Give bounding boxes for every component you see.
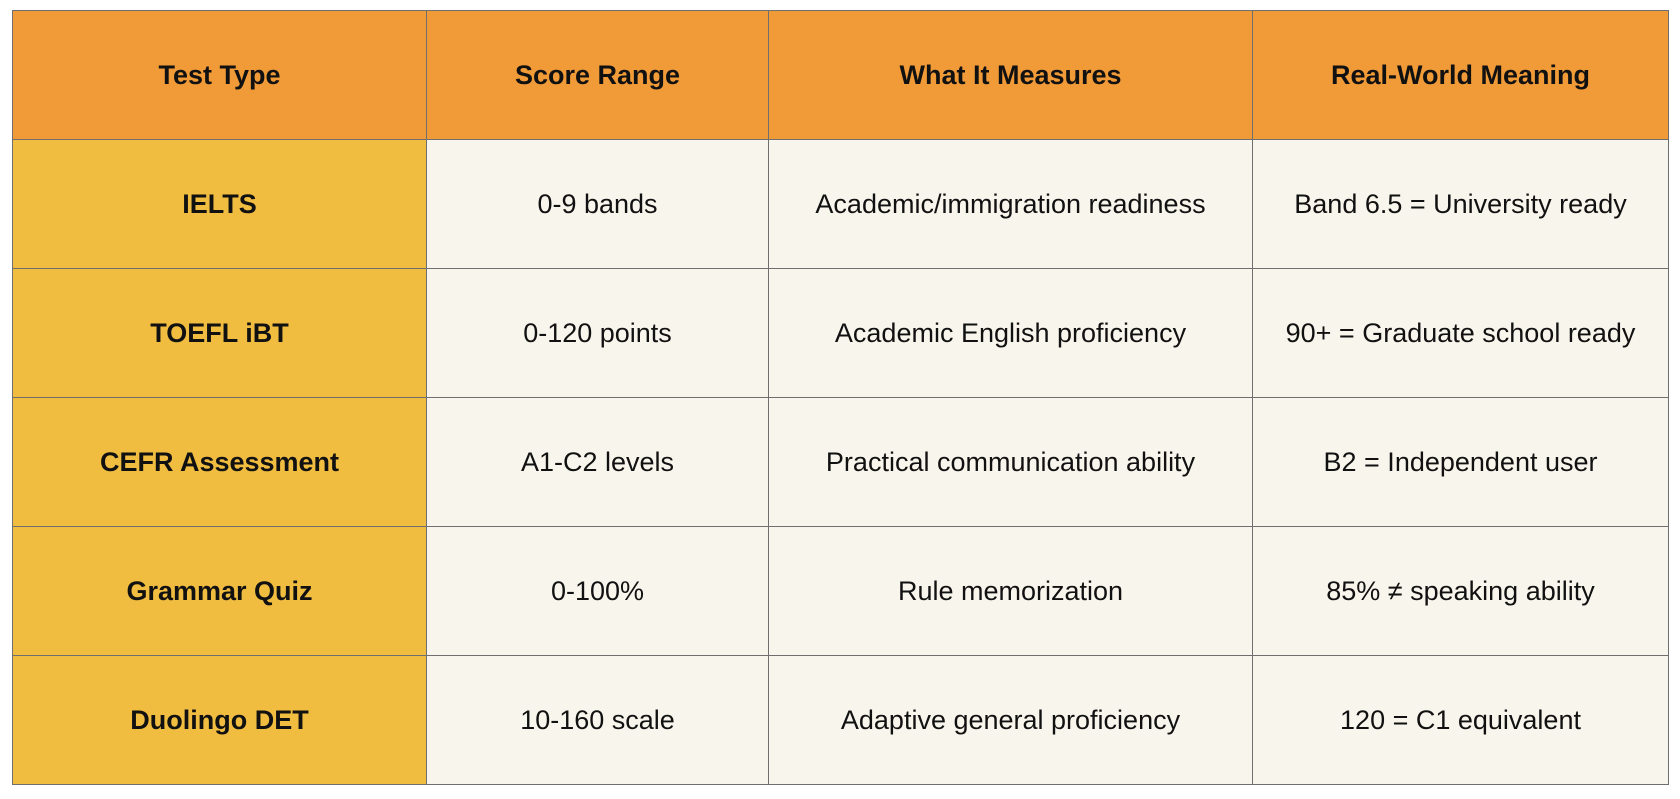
measures-cell: Rule memorization [768, 526, 1253, 656]
header-real-world-meaning: Real-World Meaning [1252, 10, 1669, 140]
test-type-cell: Duolingo DET [12, 655, 427, 785]
table-row: CEFR Assessment A1-C2 levels Practical c… [12, 397, 1669, 527]
test-type-cell: IELTS [12, 139, 427, 269]
meaning-cell: 90+ = Graduate school ready [1252, 268, 1669, 398]
test-type-cell: TOEFL iBT [12, 268, 427, 398]
header-row: Test Type Score Range What It Measures R… [12, 10, 1669, 140]
measures-cell: Practical communication ability [768, 397, 1253, 527]
test-type-cell: Grammar Quiz [12, 526, 427, 656]
table-row: IELTS 0-9 bands Academic/immigration rea… [12, 139, 1669, 269]
measures-cell: Adaptive general proficiency [768, 655, 1253, 785]
header-score-range: Score Range [426, 10, 769, 140]
table-row: TOEFL iBT 0-120 points Academic English … [12, 268, 1669, 398]
meaning-cell: B2 = Independent user [1252, 397, 1669, 527]
test-comparison-table: Test Type Score Range What It Measures R… [12, 10, 1669, 785]
meaning-cell: 85% ≠ speaking ability [1252, 526, 1669, 656]
header-test-type: Test Type [12, 10, 427, 140]
score-range-cell: A1-C2 levels [426, 397, 769, 527]
score-range-cell: 10-160 scale [426, 655, 769, 785]
measures-cell: Academic/immigration readiness [768, 139, 1253, 269]
header-what-it-measures: What It Measures [768, 10, 1253, 140]
meaning-cell: 120 = C1 equivalent [1252, 655, 1669, 785]
measures-cell: Academic English proficiency [768, 268, 1253, 398]
test-type-cell: CEFR Assessment [12, 397, 427, 527]
score-range-cell: 0-100% [426, 526, 769, 656]
table-row: Duolingo DET 10-160 scale Adaptive gener… [12, 655, 1669, 785]
score-range-cell: 0-120 points [426, 268, 769, 398]
table-row: Grammar Quiz 0-100% Rule memorization 85… [12, 526, 1669, 656]
score-range-cell: 0-9 bands [426, 139, 769, 269]
meaning-cell: Band 6.5 = University ready [1252, 139, 1669, 269]
